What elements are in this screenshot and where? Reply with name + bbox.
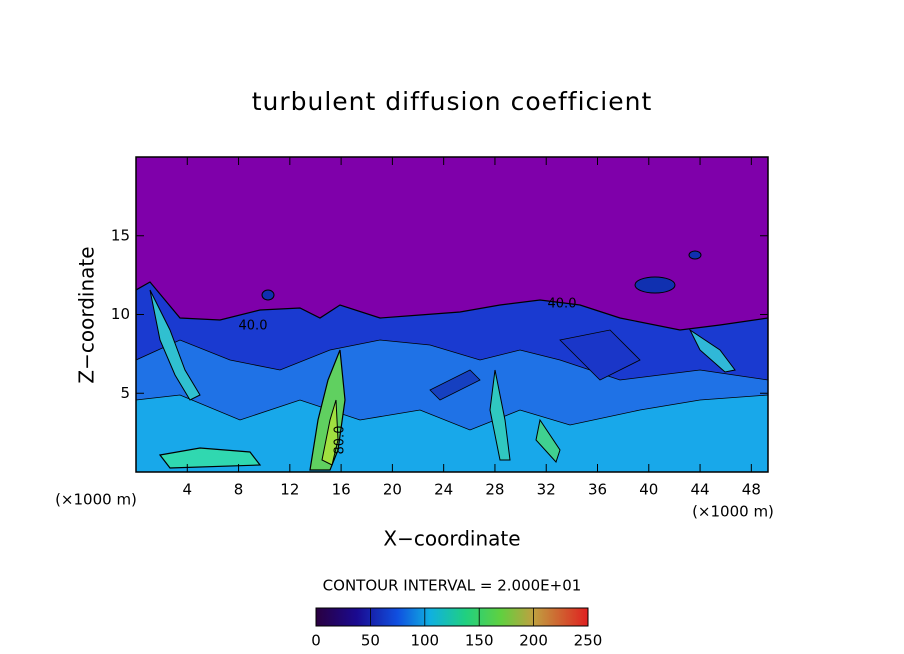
y-tick-label: 15 [111,226,130,244]
field [136,157,768,472]
colorbar-tick-label: 50 [361,632,380,650]
y-axis-label: Z−coordinate [75,246,99,383]
x-tick-label: 36 [588,481,607,499]
x-tick-label: 16 [332,481,351,499]
contour-interval: CONTOUR INTERVAL = 2.000E+01 [323,577,582,595]
x-tick-label: 40 [639,481,658,499]
y-tick-label: 5 [120,384,130,402]
colorbar [315,607,589,627]
x-tick-label: 32 [537,481,556,499]
y-unit: (×1000 m) [55,491,137,509]
colorbar-tick-label: 250 [574,632,603,650]
chart-title: turbulent diffusion coefficient [252,87,653,116]
x-tick-label: 20 [383,481,402,499]
contour-label: 40.0 [548,297,577,312]
y-tick-label: 10 [111,305,130,323]
x-axis-label: X−coordinate [383,527,520,551]
contour-label: 40.0 [239,319,268,334]
x-tick-label: 28 [485,481,504,499]
colorbar-tick-label: 100 [410,632,439,650]
x-tick-label: 12 [280,481,299,499]
x-tick-label: 8 [234,481,244,499]
x-tick-label: 4 [183,481,193,499]
colorbar-tick-label: 150 [465,632,494,650]
x-tick-label: 24 [434,481,453,499]
colorbar-tick-label: 0 [311,632,321,650]
x-tick-label: 48 [742,481,761,499]
contour-label: 80.0 [333,426,348,455]
x-tick-label: 44 [691,481,710,499]
colorbar-tick-label: 200 [519,632,548,650]
x-unit: (×1000 m) [692,503,774,521]
